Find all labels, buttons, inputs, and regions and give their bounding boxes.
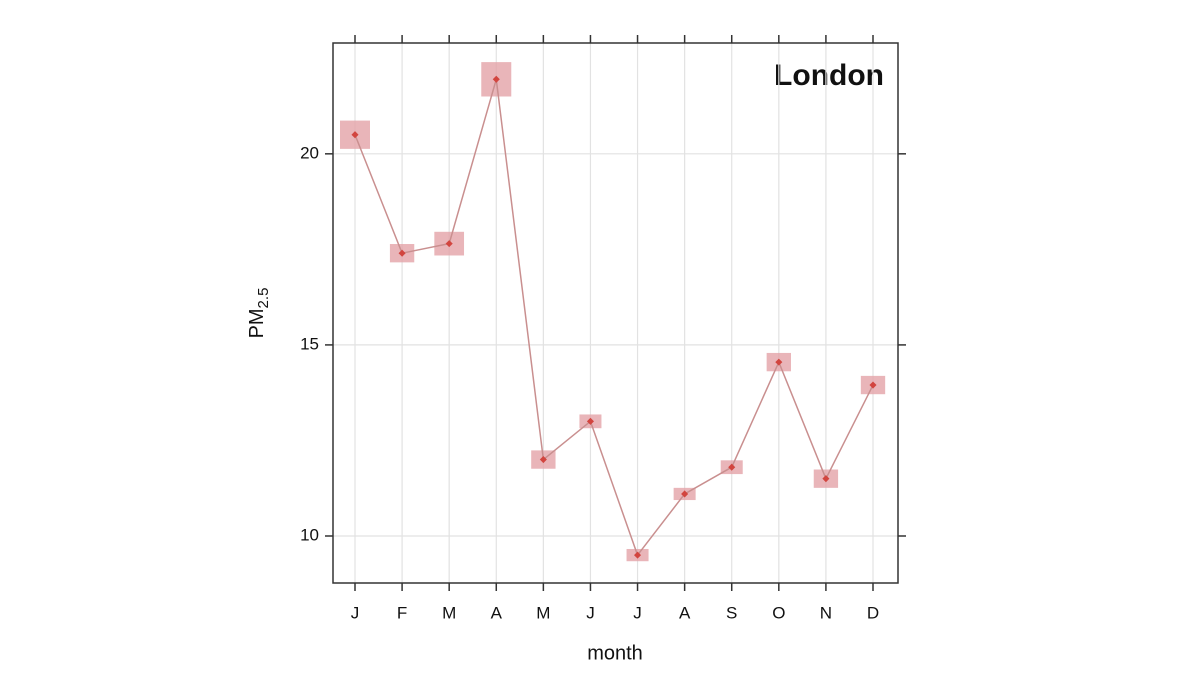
point xyxy=(822,475,830,483)
y-axis-label: PM2.5 xyxy=(246,288,272,339)
x-tick-label: M xyxy=(442,603,456,622)
y-tick-label: 15 xyxy=(300,334,319,353)
y-tick-label: 20 xyxy=(300,143,319,162)
point xyxy=(351,131,359,139)
point xyxy=(775,358,783,366)
x-tick-label: J xyxy=(351,603,360,622)
point xyxy=(398,249,406,257)
x-tick-label: J xyxy=(633,603,642,622)
x-tick-label: O xyxy=(772,603,785,622)
x-tick-label: A xyxy=(491,603,503,622)
point xyxy=(492,75,500,83)
point xyxy=(445,240,453,248)
x-tick-label: S xyxy=(726,603,737,622)
point xyxy=(634,551,642,559)
point xyxy=(586,417,594,425)
x-tick-label: N xyxy=(820,603,832,622)
point xyxy=(869,381,877,389)
point xyxy=(681,490,689,498)
x-tick-label: J xyxy=(586,603,595,622)
x-tick-label: F xyxy=(397,603,407,622)
y-axis-label-subscript: 2.5 xyxy=(255,288,272,309)
point xyxy=(539,456,547,464)
y-tick-label: 10 xyxy=(300,525,319,544)
x-tick-label: A xyxy=(679,603,691,622)
series-line xyxy=(354,79,874,557)
chart-title: London xyxy=(774,59,884,92)
plot-frame xyxy=(332,42,899,584)
x-tick-label: M xyxy=(536,603,550,622)
x-axis-label: month xyxy=(587,642,643,664)
y-axis-label-main: PM xyxy=(246,308,268,338)
x-tick-label: D xyxy=(867,603,879,622)
point xyxy=(728,463,736,471)
